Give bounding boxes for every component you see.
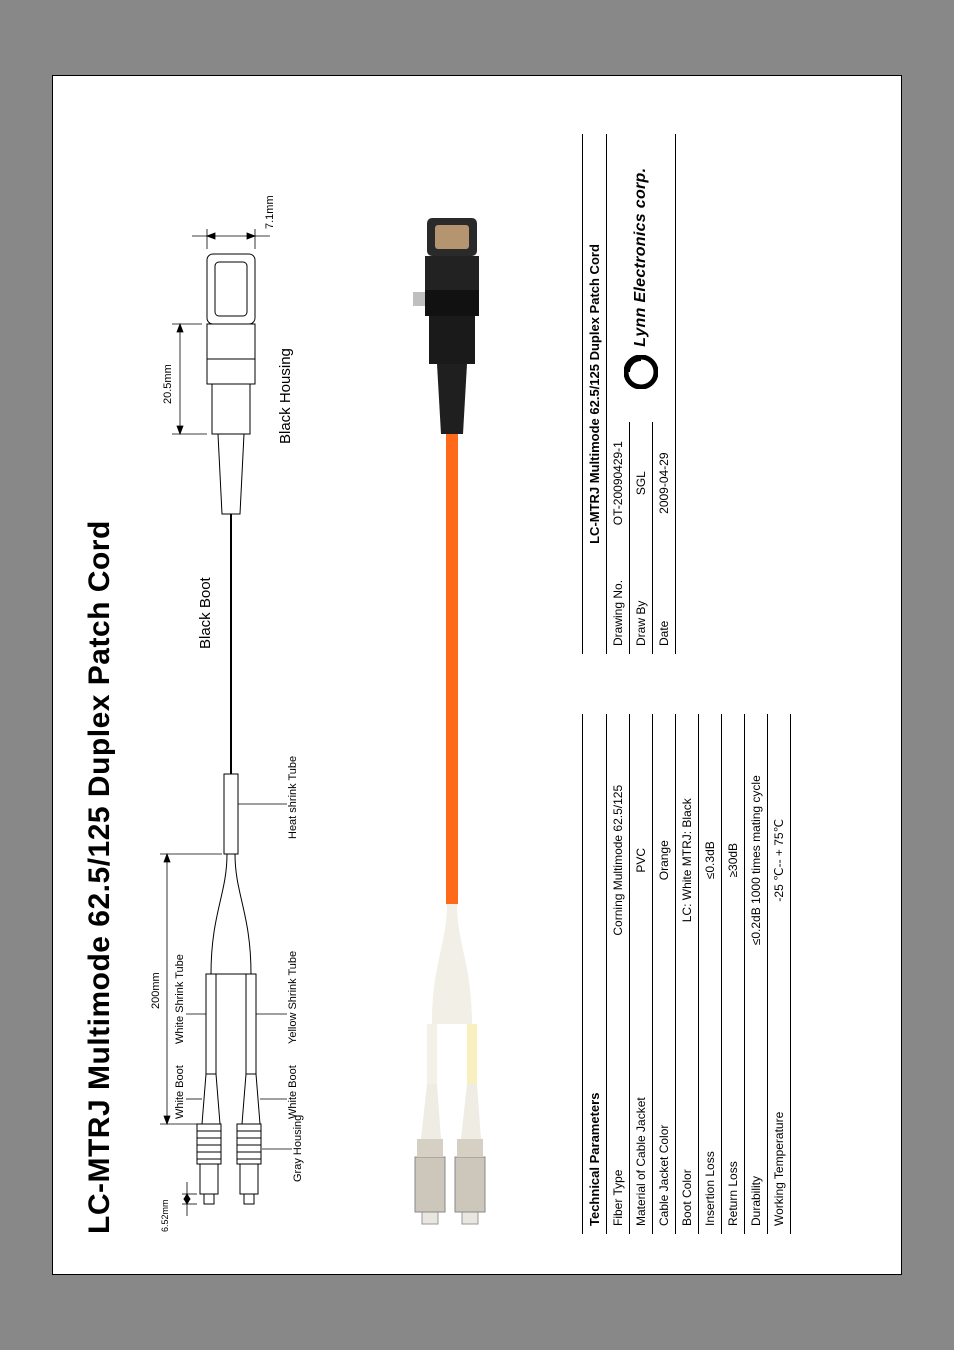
- lbl-white-boot-top: White Boot: [174, 1065, 186, 1119]
- param-label: Boot Color: [676, 1006, 699, 1234]
- table-row: Return Loss≥30dB: [722, 714, 745, 1234]
- drawing-info-table: LC-MTRJ Multimode 62.5/125 Duplex Patch …: [582, 134, 676, 654]
- table-row: Cable Jacket ColorOrange: [653, 714, 676, 1234]
- datasheet-page: LC-MTRJ Multimode 62.5/125 Duplex Patch …: [52, 75, 902, 1275]
- table-row: Fiber TypeCorning Multimode 62.5/125: [607, 714, 630, 1234]
- lbl-gray-housing: Gray Housing: [292, 1115, 304, 1182]
- page-title: LC-MTRJ Multimode 62.5/125 Duplex Patch …: [83, 116, 117, 1234]
- param-value: LC: White MTRJ: Black: [676, 714, 699, 1006]
- param-label: Insertion Loss: [699, 1006, 722, 1234]
- info-drawing-no-value: OT-20090429-1: [607, 422, 630, 544]
- info-drawing-no-label: Drawing No.: [607, 544, 630, 654]
- dim-7-1mm: 7.1mm: [264, 195, 276, 229]
- params-header: Technical Parameters: [583, 714, 607, 1234]
- lbl-white-boot-bot: White Boot: [287, 1065, 299, 1119]
- table-row: Working Temperature-25 ℃-- + 75℃: [768, 714, 791, 1234]
- param-label: Return Loss: [722, 1006, 745, 1234]
- dim-left: 6.52mm: [160, 1199, 170, 1232]
- lbl-black-housing: Black Housing: [277, 348, 294, 444]
- dim-200mm: 200mm: [150, 972, 162, 1009]
- technical-drawing: 6.52mm 200mm 20.5mm 7.1mm Gray Housing W…: [142, 116, 332, 1234]
- param-value: Orange: [653, 714, 676, 1006]
- drawing-svg: [142, 114, 332, 1234]
- logo-swirl-icon: [624, 355, 658, 389]
- param-value: ≤0.3dB: [699, 714, 722, 1006]
- lbl-heat-shrink: Heat shrink Tube: [287, 756, 299, 839]
- table-row: Boot ColorLC: White MTRJ: Black: [676, 714, 699, 1234]
- lbl-black-boot: Black Boot: [197, 577, 214, 649]
- param-label: Fiber Type: [607, 1006, 630, 1234]
- table-row: Material of Cable JacketPVC: [630, 714, 653, 1234]
- tables-row: Technical ParametersFiber TypeCorning Mu…: [582, 116, 791, 1234]
- company-logo: Lynn Electronics corp.: [607, 134, 676, 422]
- table-row: Durability≤0.2dB 1000 times mating cycle: [745, 714, 768, 1234]
- company-name: Lynn Electronics corp.: [632, 168, 650, 347]
- param-label: Cable Jacket Color: [653, 1006, 676, 1234]
- info-date-value: 2009-04-29: [653, 422, 676, 544]
- param-value: ≥30dB: [722, 714, 745, 1006]
- info-drawby-label: Draw By: [630, 544, 653, 654]
- param-label: Material of Cable Jacket: [630, 1006, 653, 1234]
- dim-20-5mm: 20.5mm: [162, 364, 174, 404]
- lbl-white-shrink: White Shrink Tube: [174, 954, 186, 1044]
- lbl-yellow-shrink: Yellow Shrink Tube: [287, 951, 299, 1044]
- param-value: PVC: [630, 714, 653, 1006]
- info-date-label: Date: [653, 544, 676, 654]
- param-label: Working Temperature: [768, 1006, 791, 1234]
- param-value: Corning Multimode 62.5/125: [607, 714, 630, 1006]
- param-value: ≤0.2dB 1000 times mating cycle: [745, 714, 768, 1006]
- info-drawby-value: SGL: [630, 422, 653, 544]
- technical-parameters-table: Technical ParametersFiber TypeCorning Mu…: [582, 714, 791, 1234]
- param-label: Durability: [745, 1006, 768, 1234]
- product-photo: [352, 116, 552, 1234]
- param-value: -25 ℃-- + 75℃: [768, 714, 791, 1006]
- info-title: LC-MTRJ Multimode 62.5/125 Duplex Patch …: [583, 134, 607, 654]
- table-row: Insertion Loss≤0.3dB: [699, 714, 722, 1234]
